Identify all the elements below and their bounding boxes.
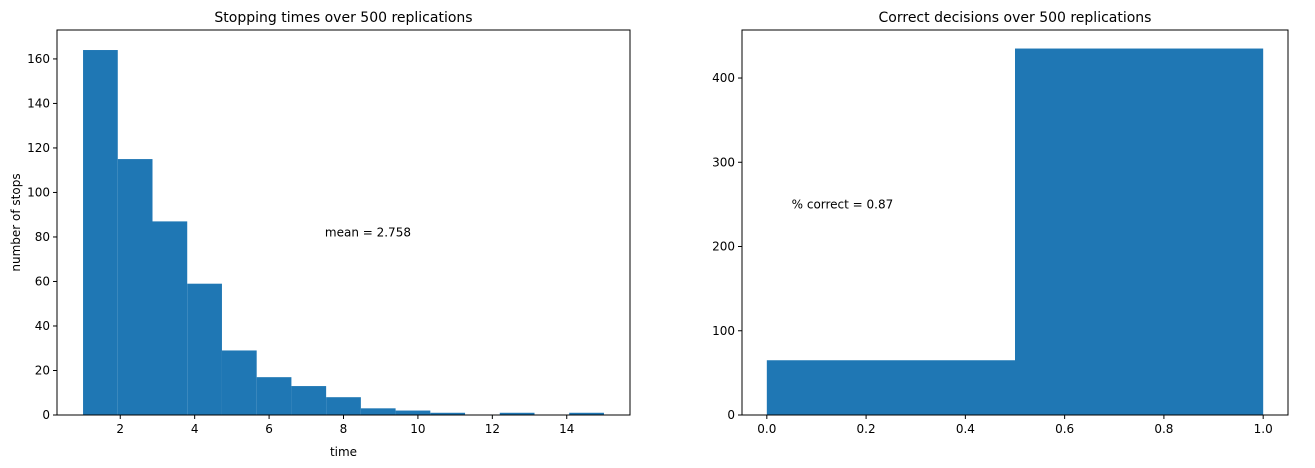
bar bbox=[569, 412, 604, 415]
bar bbox=[326, 397, 361, 415]
bar bbox=[187, 283, 222, 415]
x-tick-label: 0.4 bbox=[956, 422, 975, 436]
x-tick-label: 6 bbox=[265, 422, 273, 436]
x-tick-label: 10 bbox=[410, 422, 425, 436]
y-axis-label: number of stops bbox=[9, 173, 23, 271]
y-tick-label: 120 bbox=[27, 141, 50, 155]
axes-frame bbox=[741, 29, 1289, 416]
y-tick-label: 140 bbox=[27, 96, 50, 110]
y-tick-label: 80 bbox=[35, 230, 50, 244]
bar bbox=[360, 408, 396, 415]
annotation: % correct = 0.87 bbox=[792, 197, 894, 211]
bar bbox=[152, 221, 188, 415]
chart-1: 2 4 6 8 10 12 14020406080100120140160Stopping … bbox=[9, 10, 631, 459]
y-tick-label: 40 bbox=[35, 319, 50, 333]
x-tick-label: 12 bbox=[485, 422, 500, 436]
x-tick-label: 0.0 bbox=[757, 422, 776, 436]
x-tick-label: 0.2 bbox=[857, 422, 876, 436]
y-tick-label: 300 bbox=[712, 155, 735, 169]
x-tick-label: 1.0 bbox=[1254, 422, 1273, 436]
chart-title: Correct decisions over 500 replications bbox=[879, 10, 1152, 26]
y-tick-label: 100 bbox=[27, 185, 50, 199]
bar bbox=[221, 350, 257, 415]
bar bbox=[83, 50, 118, 415]
x-tick-label: 14 bbox=[559, 422, 574, 436]
y-tick-label: 160 bbox=[27, 52, 50, 66]
bar bbox=[1015, 48, 1264, 416]
x-tick-label: 0.8 bbox=[1154, 422, 1173, 436]
x-tick-label: 4 bbox=[191, 422, 199, 436]
bar bbox=[256, 377, 292, 415]
bar bbox=[499, 412, 535, 415]
x-tick-label: 0.6 bbox=[1055, 422, 1074, 436]
y-tick-label: 0 bbox=[727, 408, 735, 422]
y-tick-label: 100 bbox=[712, 324, 735, 338]
y-tick-label: 20 bbox=[35, 363, 50, 377]
x-tick-label: 8 bbox=[340, 422, 348, 436]
y-tick-label: 0 bbox=[42, 408, 50, 422]
annotation: mean = 2.758 bbox=[325, 226, 411, 240]
y-tick-label: 400 bbox=[712, 71, 735, 85]
y-tick-label: 60 bbox=[35, 274, 50, 288]
chart-2: 0.0 0.2 0.4 0.6 0.8 1.0 0 100 200 300 400 Correct d… bbox=[712, 10, 1289, 436]
bar bbox=[430, 412, 466, 415]
y-tick-label: 200 bbox=[712, 240, 735, 254]
bar bbox=[117, 159, 153, 415]
x-tick-label: 2 bbox=[116, 422, 124, 436]
chart-title: Stopping times over 500 replications bbox=[214, 10, 472, 26]
bar bbox=[291, 386, 327, 415]
bar bbox=[395, 410, 431, 415]
x-axis-label: time bbox=[330, 445, 357, 459]
bar bbox=[766, 360, 1015, 415]
